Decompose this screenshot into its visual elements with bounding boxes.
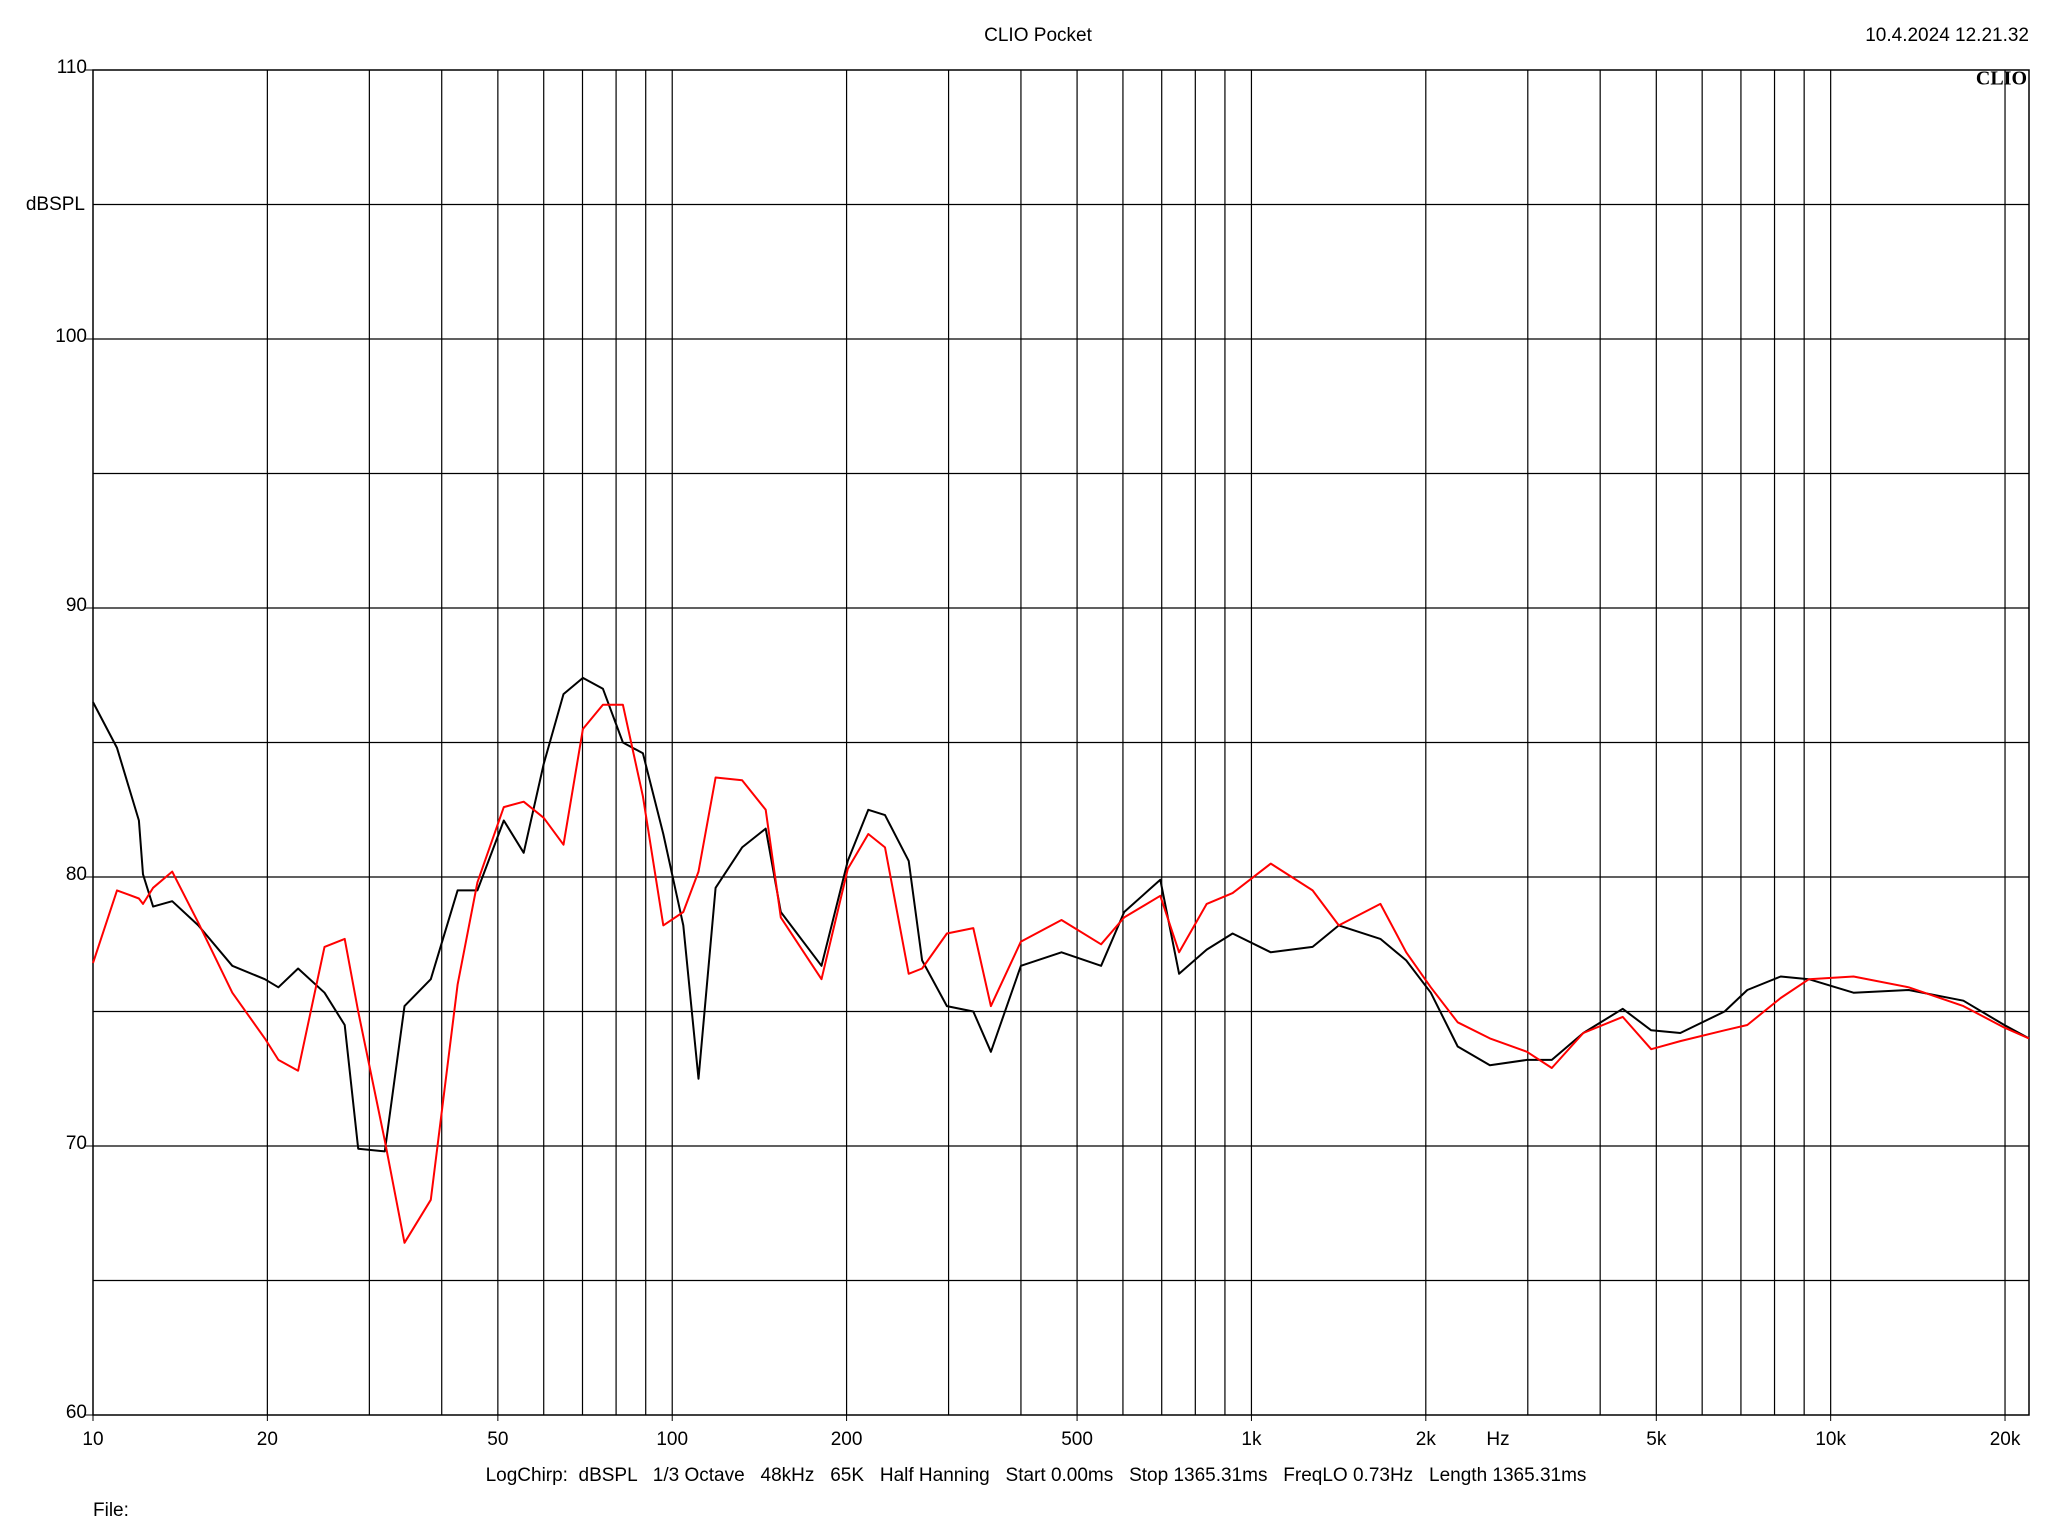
logo: CLIO (1976, 68, 2027, 90)
x-tick-label: 20 (257, 1429, 278, 1450)
y-tick-label: 100 (55, 326, 87, 347)
y-tick-label: 60 (66, 1402, 87, 1423)
x-axis-label: Hz (1486, 1429, 1509, 1450)
chart-title: CLIO Pocket (984, 25, 1092, 46)
y-tick-label: 110 (57, 57, 87, 78)
x-tick-label: 100 (656, 1429, 688, 1450)
x-tick-label: 200 (831, 1429, 863, 1450)
x-tick-label: 10 (82, 1429, 103, 1450)
response-line (92, 703, 2030, 1244)
y-tick-label: 70 (66, 1133, 87, 1154)
y-tick-label: 90 (66, 595, 87, 616)
x-tick-label: 2k (1416, 1429, 1437, 1450)
plot-frame (92, 69, 2030, 1416)
x-tick-label: 10k (1815, 1429, 1846, 1450)
y-axis-label: dBSPL (26, 194, 85, 215)
file-label: File: (93, 1500, 129, 1521)
x-tick-label: 50 (487, 1429, 508, 1450)
y-tick-label: 80 (66, 864, 87, 885)
x-tick-label: 1k (1241, 1429, 1262, 1450)
x-tick-label: 20k (1990, 1429, 2021, 1450)
footer: LogChirp: dBSPL 1/3 Octave 48kHz 65K Hal… (486, 1465, 1587, 1486)
x-tick-label: 5k (1646, 1429, 1667, 1450)
timestamp: 10.4.2024 12.21.32 (1865, 25, 2029, 46)
x-tick-label: 500 (1061, 1429, 1093, 1450)
